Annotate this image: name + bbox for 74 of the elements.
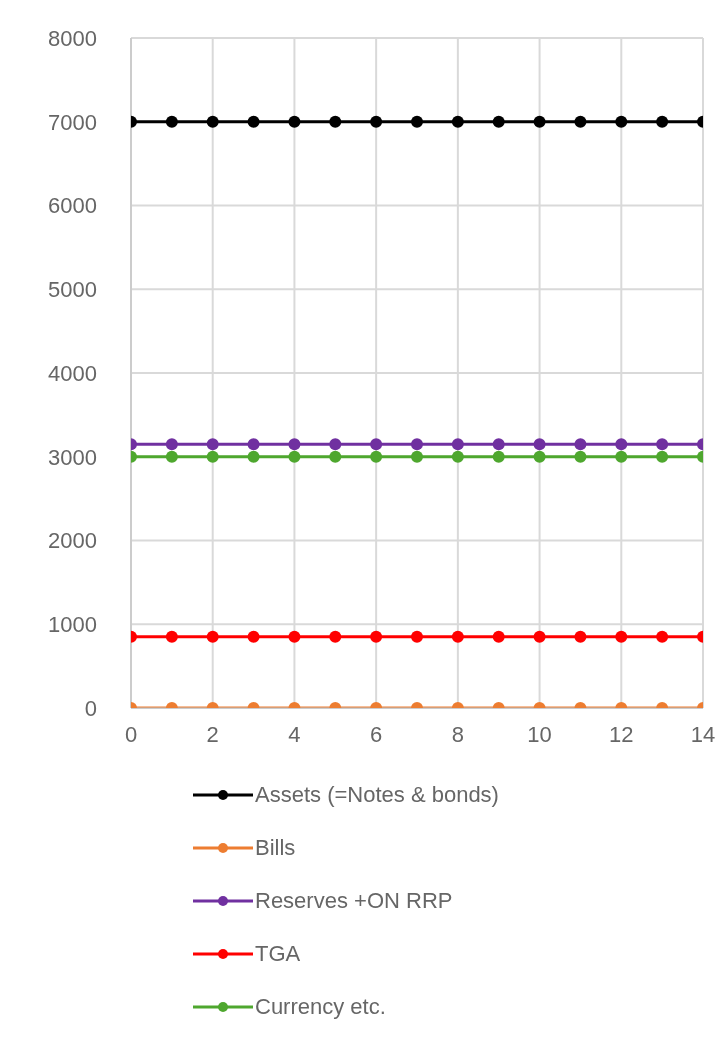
point [165, 630, 178, 643]
point [288, 438, 301, 451]
y-tick-label: 6000 [48, 193, 97, 219]
y-tick-label: 2000 [48, 528, 97, 554]
point [288, 630, 301, 643]
point [411, 630, 423, 643]
point [206, 115, 219, 128]
y-tick-label: 1000 [48, 612, 97, 638]
point [615, 438, 628, 451]
point [206, 630, 219, 643]
point [370, 630, 383, 643]
point [656, 630, 669, 643]
point [656, 115, 669, 128]
point [370, 438, 383, 451]
point [288, 115, 301, 128]
y-tick-label: 5000 [48, 277, 97, 303]
point [451, 630, 464, 643]
point [411, 450, 423, 463]
point [574, 115, 587, 128]
x-tick-label: 10 [527, 721, 552, 747]
x-tick-label: 8 [451, 721, 464, 747]
legend-label: Bills [255, 834, 296, 861]
x-tick-label: 6 [370, 721, 383, 747]
point [206, 438, 219, 451]
point [574, 450, 587, 463]
point [329, 630, 342, 643]
y-tick-label: 8000 [48, 25, 97, 51]
legend-label: Reserves +ON RRP [255, 887, 453, 914]
point [165, 450, 178, 463]
point [451, 115, 464, 128]
point [574, 630, 587, 643]
point [247, 438, 260, 451]
legend-label: Currency etc. [255, 993, 386, 1020]
point [533, 450, 546, 463]
point [288, 450, 301, 463]
point [206, 450, 219, 463]
point [451, 450, 464, 463]
point [247, 630, 260, 643]
y-tick-label: 0 [84, 695, 97, 721]
y-tick-label: 3000 [48, 444, 97, 470]
point [165, 115, 178, 128]
point [411, 115, 423, 128]
x-tick-label: 2 [206, 721, 219, 747]
x-tick-label: 12 [609, 721, 634, 747]
point [615, 115, 628, 128]
point [574, 438, 587, 451]
point [492, 450, 505, 463]
legend-label: Assets (=Notes & bonds) [255, 781, 499, 808]
point [451, 438, 464, 451]
x-tick-label: 14 [690, 721, 716, 747]
point [247, 450, 260, 463]
point [329, 450, 342, 463]
point [615, 630, 628, 643]
point [656, 450, 669, 463]
point [411, 438, 423, 451]
y-tick-label: 7000 [48, 109, 97, 135]
point [492, 115, 505, 128]
y-tick-label: 4000 [48, 360, 97, 386]
point [492, 630, 505, 643]
x-tick-label: 0 [124, 721, 138, 747]
point [247, 115, 260, 128]
x-tick-label: 4 [288, 721, 301, 747]
point [329, 438, 342, 451]
point [533, 438, 546, 451]
point [370, 450, 383, 463]
point [329, 115, 342, 128]
point [165, 438, 178, 451]
point [615, 450, 628, 463]
legend-label: TGA [255, 940, 301, 967]
point [656, 438, 669, 451]
point [533, 630, 546, 643]
point [370, 115, 383, 128]
point [533, 115, 546, 128]
point [492, 438, 505, 451]
